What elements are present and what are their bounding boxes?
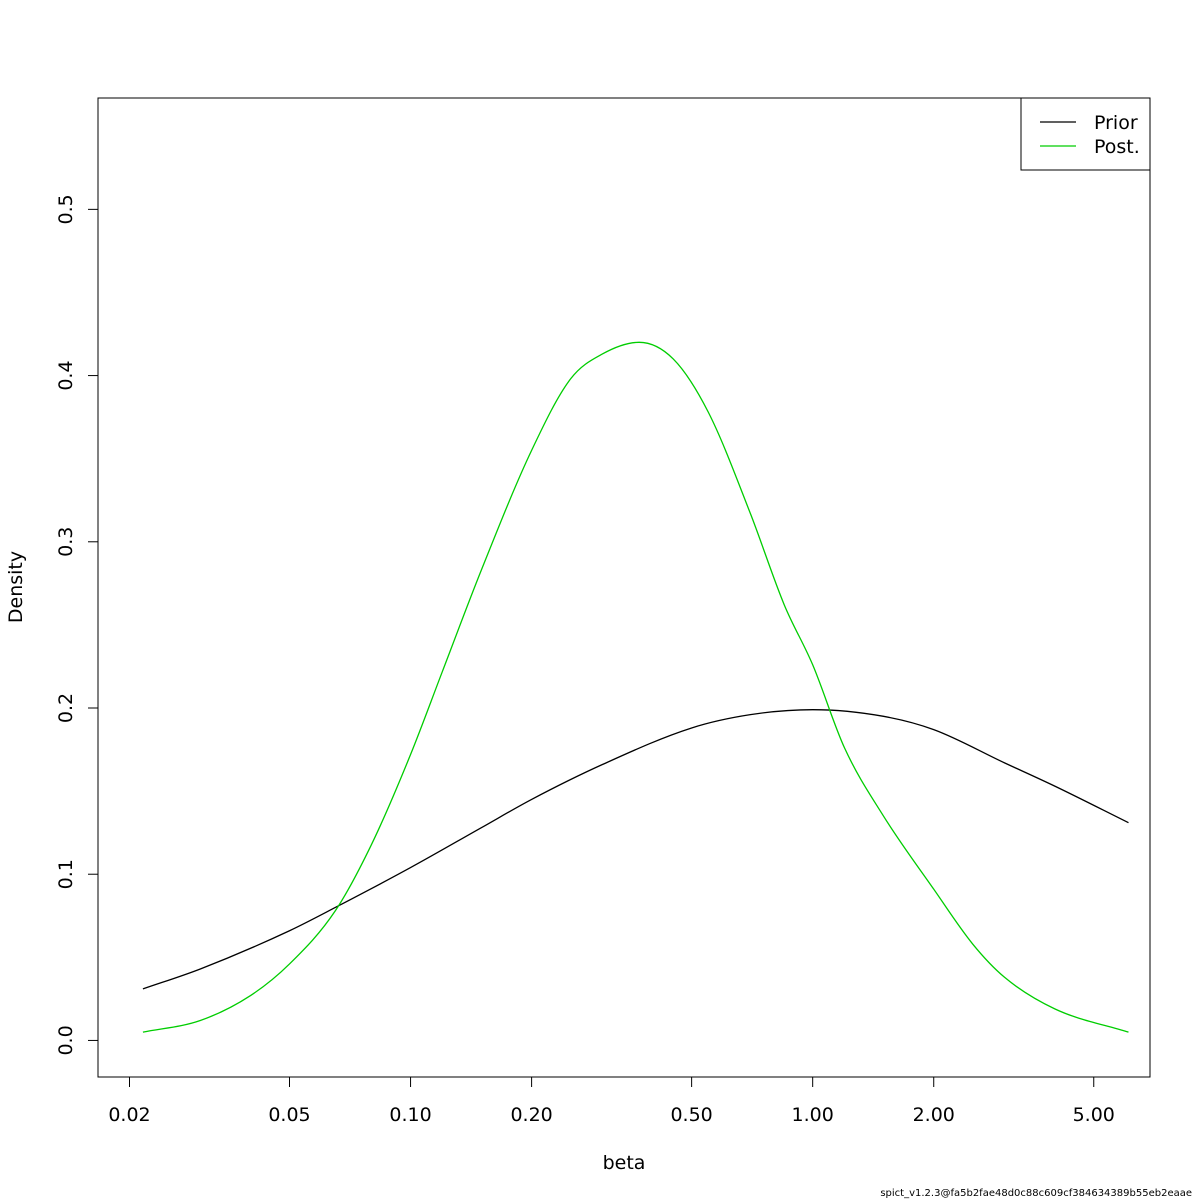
x-axis: 0.02 0.05 0.10 0.20 0.50 1.00 2.00 5.00 [108, 1076, 1115, 1126]
plot-frame [97, 97, 1151, 1078]
y-tick-label: 0.3 [55, 527, 77, 557]
y-tick-label: 0.4 [55, 360, 77, 390]
x-tick-label: 0.20 [510, 1104, 552, 1126]
legend-box [1020, 97, 1151, 171]
x-tick-label: 1.00 [792, 1104, 834, 1126]
x-tick-label: 5.00 [1073, 1104, 1115, 1126]
y-tick-label: 0.0 [55, 1025, 77, 1055]
y-axis: 0.0 0.1 0.2 0.3 0.4 0.5 [55, 194, 99, 1056]
y-tick-label: 0.2 [55, 693, 77, 723]
legend-label-post: Post. [1094, 136, 1140, 158]
x-axis-label: beta [603, 1152, 646, 1174]
x-tick-label: 0.02 [108, 1104, 150, 1126]
x-tick-label: 0.05 [268, 1104, 310, 1126]
series-line-prior [142, 709, 1129, 990]
x-tick-label: 0.10 [389, 1104, 431, 1126]
y-tick-label: 0.1 [55, 859, 77, 889]
series-line-post [142, 341, 1129, 1033]
x-tick-label: 2.00 [913, 1104, 955, 1126]
y-axis-label: Density [5, 551, 27, 623]
footer-version: spict_v1.2.3@fa5b2fae48d0c88c609cf384634… [880, 1188, 1192, 1199]
y-tick-label: 0.5 [55, 194, 77, 224]
legend-label-prior: Prior [1094, 112, 1138, 134]
series-layer [142, 341, 1129, 1033]
x-tick-label: 0.50 [670, 1104, 712, 1126]
legend: Prior Post. [1020, 97, 1151, 171]
